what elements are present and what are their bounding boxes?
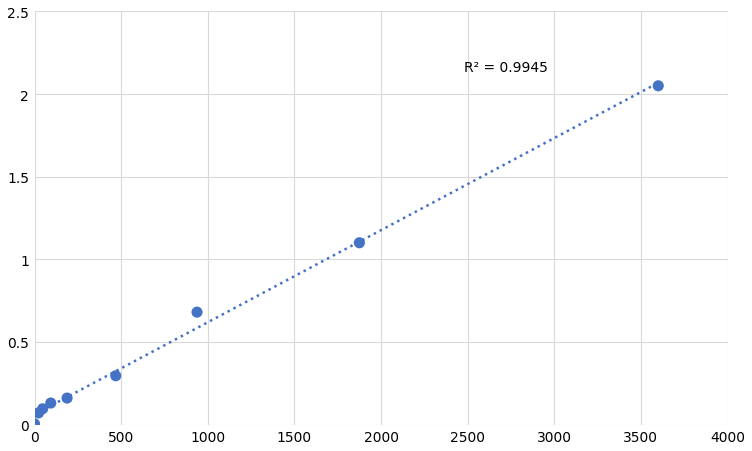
Point — [37, 405, 49, 413]
Point — [61, 395, 73, 402]
Point — [652, 83, 664, 90]
Point — [110, 373, 122, 380]
Text: R² = 0.9945: R² = 0.9945 — [464, 61, 548, 75]
Point — [29, 420, 41, 428]
Point — [353, 239, 365, 247]
Point — [32, 410, 44, 417]
Point — [45, 400, 57, 407]
Point — [191, 309, 203, 316]
